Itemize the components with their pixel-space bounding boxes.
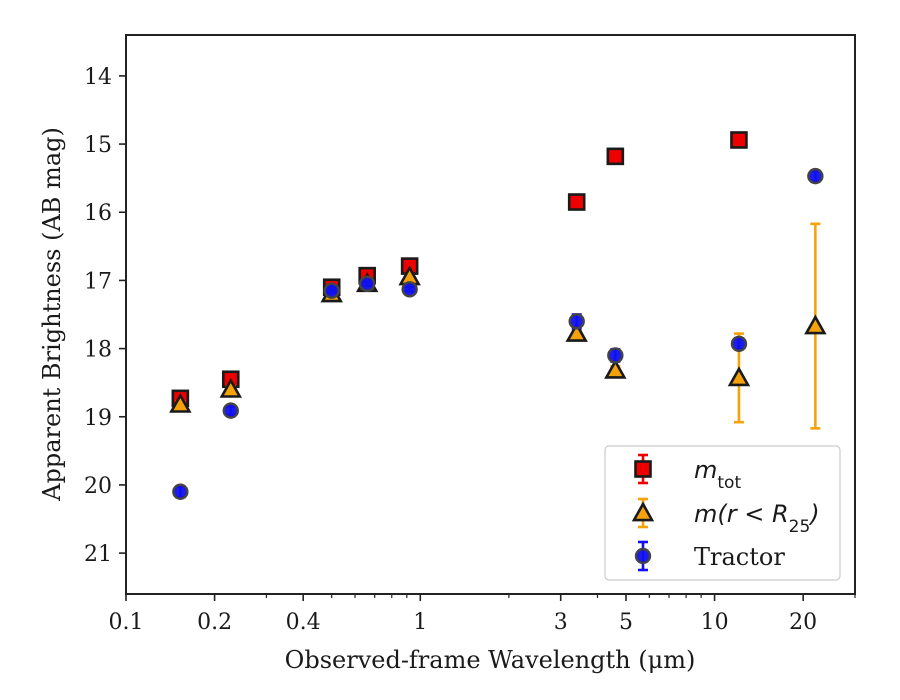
data-point-circle bbox=[401, 281, 418, 298]
x-tick-label: 3 bbox=[554, 610, 568, 635]
data-point-square bbox=[606, 147, 625, 166]
x-tick-label: 0.4 bbox=[286, 610, 321, 635]
legend-frame bbox=[604, 445, 841, 581]
data-point-triangle bbox=[169, 392, 192, 413]
data-point-circle bbox=[607, 347, 624, 364]
data-point-triangle bbox=[804, 314, 827, 335]
y-tick-label: 15 bbox=[84, 133, 112, 158]
x-tick-label: 1 bbox=[413, 610, 427, 635]
legend-marker-circle bbox=[634, 547, 652, 565]
series-circle bbox=[172, 167, 824, 500]
y-tick-label: 20 bbox=[84, 474, 112, 499]
legend-label: mtot bbox=[694, 456, 741, 493]
data-point-triangle bbox=[565, 321, 588, 342]
data-point-circle bbox=[807, 167, 824, 185]
plot-frame bbox=[125, 34, 856, 595]
data-point-square bbox=[730, 131, 748, 149]
data-point-triangle bbox=[727, 366, 751, 387]
y-tick-label: 21 bbox=[84, 542, 112, 567]
data-point-square bbox=[567, 193, 586, 211]
y-axis-title: Apparent Brightness (AB mag) bbox=[38, 127, 66, 502]
data-point-triangle bbox=[219, 377, 242, 398]
legend-marker-triangle bbox=[631, 501, 655, 522]
legend-entry: mtot bbox=[634, 453, 741, 493]
y-tick-label: 14 bbox=[84, 65, 112, 90]
x-tick-label: 10 bbox=[701, 610, 729, 635]
legend-label: m(r < R25) bbox=[694, 500, 820, 537]
y-tick-label: 16 bbox=[84, 201, 112, 226]
x-axis-title: Observed-frame Wavelength (μm) bbox=[285, 646, 696, 674]
data-point-circle bbox=[568, 313, 585, 330]
x-tick-label: 0.1 bbox=[109, 610, 144, 635]
axis-ticks: 0.1 0.2 0.4 1 3 5 10 20 14 15 16 17 18 19 20 21 bbox=[84, 65, 856, 635]
legend: mtot m(r < R25) Tractor bbox=[604, 445, 841, 581]
y-tick-label: 19 bbox=[84, 406, 112, 431]
y-tick-label: 18 bbox=[84, 338, 112, 363]
y-tick-label: 17 bbox=[84, 269, 112, 294]
legend-marker-square bbox=[634, 460, 652, 478]
data-layer bbox=[169, 131, 827, 500]
x-tick-label: 5 bbox=[619, 610, 633, 635]
data-point-circle bbox=[730, 335, 748, 353]
x-tick-label: 20 bbox=[789, 610, 817, 635]
legend-entry: m(r < R25) bbox=[631, 497, 820, 537]
data-point-circle bbox=[172, 483, 189, 500]
data-point-circle bbox=[358, 275, 376, 293]
legend-entry: Tractor bbox=[634, 540, 785, 572]
x-tick-label: 0.2 bbox=[197, 610, 232, 635]
data-point-circle bbox=[222, 402, 239, 419]
legend-label: Tractor bbox=[694, 543, 785, 571]
data-point-triangle bbox=[604, 358, 627, 379]
data-point-circle bbox=[323, 282, 340, 299]
